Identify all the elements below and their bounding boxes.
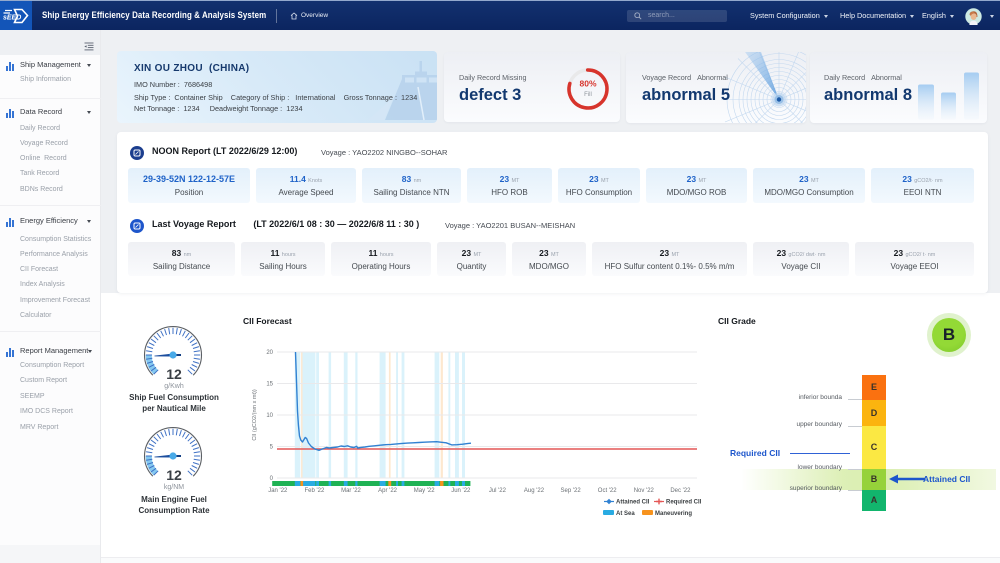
svg-text:Sep '22: Sep '22 xyxy=(561,488,582,494)
svg-text:80%: 80% xyxy=(579,79,596,89)
svg-text:Feb '22: Feb '22 xyxy=(304,488,324,494)
svg-text:Jun '22: Jun '22 xyxy=(451,488,471,494)
svg-text:Mar '22: Mar '22 xyxy=(341,488,361,494)
svg-text:Apr '22: Apr '22 xyxy=(378,488,397,494)
svg-text:20: 20 xyxy=(266,350,273,356)
svg-text:Nov '22: Nov '22 xyxy=(634,488,655,494)
svg-text:5: 5 xyxy=(270,445,274,451)
svg-text:Aug '22: Aug '22 xyxy=(524,488,545,494)
svg-text:Maneuvering: Maneuvering xyxy=(655,511,692,517)
svg-text:Attained CII: Attained CII xyxy=(616,500,650,506)
svg-text:Dec '22: Dec '22 xyxy=(670,488,691,494)
svg-text:Jul '22: Jul '22 xyxy=(489,488,507,494)
svg-text:At Sea: At Sea xyxy=(616,511,635,517)
svg-text:Oct '22: Oct '22 xyxy=(598,488,617,494)
svg-text:sEED: sEED xyxy=(3,15,21,22)
svg-text:CII (gCO2/(nm x mt)): CII (gCO2/(nm x mt)) xyxy=(252,389,258,441)
svg-text:Fill: Fill xyxy=(584,92,592,98)
svg-text:Jan '22: Jan '22 xyxy=(268,488,288,494)
svg-text:10: 10 xyxy=(266,413,273,419)
svg-text:Required CII: Required CII xyxy=(666,500,702,506)
svg-text:15: 15 xyxy=(266,382,273,388)
svg-text:May '22: May '22 xyxy=(414,488,435,494)
svg-text:0: 0 xyxy=(270,476,274,482)
